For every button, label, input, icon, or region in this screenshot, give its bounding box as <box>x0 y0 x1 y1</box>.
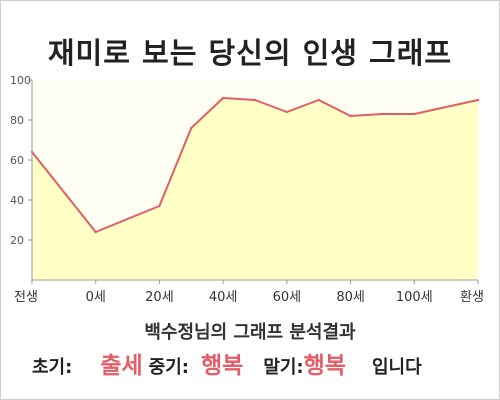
x-tick-label-7: 환생 <box>460 290 484 305</box>
x-tick-label-3: 40세 <box>209 290 238 305</box>
analysis-result: 초기: 출세 중기: 행복 말기:행복 입니다 <box>32 346 422 382</box>
x-tick-label-6: 100세 <box>396 290 433 305</box>
data-point-10 <box>413 112 416 116</box>
page-title: 재미로 보는 당신의 인생 그래프 <box>47 36 453 70</box>
x-tick-label-2: 20세 <box>145 290 174 305</box>
y-tick-label-80: 80 <box>10 114 24 127</box>
series-line <box>31 97 479 233</box>
early-value: 출세 <box>100 353 143 379</box>
y-tick-label-20: 20 <box>10 234 24 247</box>
data-point-5 <box>253 98 257 102</box>
data-point-9 <box>381 112 384 116</box>
x-tick-label-5: 80세 <box>336 290 365 305</box>
data-point-4 <box>221 96 225 100</box>
late-value: 행복 <box>303 353 346 379</box>
x-tick-label-1: 0세 <box>86 290 106 305</box>
x-tick-label-0: 전생 <box>14 290 38 305</box>
data-point-6 <box>285 110 289 114</box>
series-area-fill <box>32 98 478 280</box>
early-label: 초기: <box>32 357 73 378</box>
late-label: 말기: <box>263 357 304 378</box>
data-point-7 <box>317 98 320 102</box>
data-point-2 <box>158 204 161 208</box>
y-tick-label-40: 40 <box>10 194 24 207</box>
middle-value: 행복 <box>200 353 244 379</box>
middle-label: 중기: <box>148 357 189 378</box>
data-point-8 <box>349 114 352 118</box>
data-point-11 <box>476 98 480 102</box>
x-tick-label-4: 60세 <box>273 290 302 305</box>
data-point-1 <box>94 230 97 234</box>
y-tick-label-100: 100 <box>10 74 31 87</box>
data-point-3 <box>190 126 193 130</box>
ending-text: 입니다 <box>371 357 422 378</box>
analysis-title: 백수정님의 그래프 분석결과 <box>144 322 356 343</box>
y-tick-label-60: 60 <box>10 154 24 167</box>
